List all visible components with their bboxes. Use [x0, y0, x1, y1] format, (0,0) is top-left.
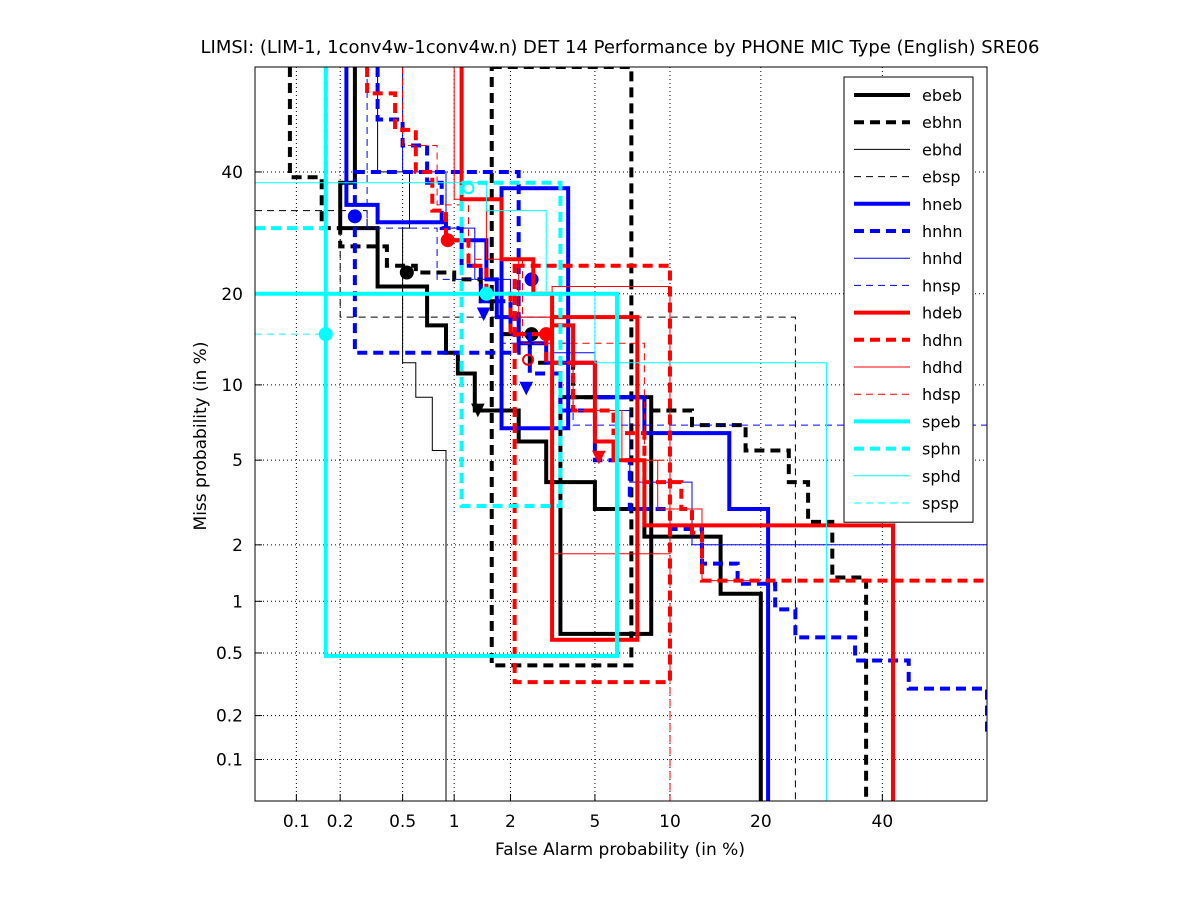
det-curve-hdhd: [453, 67, 761, 582]
act-dcf-marker-ebeb: [471, 403, 485, 418]
y-tick-label: 20: [221, 285, 243, 305]
y-tick-label: 0.1: [216, 751, 243, 771]
legend-label-hdhd: hdhd: [922, 358, 963, 377]
legend-label-hdeb: hdeb: [922, 304, 962, 323]
series-hdhd: [453, 67, 761, 582]
x-tick-label: 40: [872, 812, 894, 832]
y-tick-label: 5: [232, 451, 243, 471]
y-tick-label: 1: [232, 592, 243, 612]
min-dcf-marker-hdhn: [539, 327, 554, 342]
det-curve-sphd: [255, 182, 827, 801]
ci-box-hdhn: [512, 263, 672, 685]
x-tick-label: 0.5: [389, 812, 416, 832]
series-layer: [255, 67, 987, 801]
det-curve-ebeb: [338, 67, 763, 801]
legend-label-ebhd: ebhd: [922, 140, 962, 159]
det-curve-hnsp: [366, 67, 987, 426]
legend-label-spsp: spsp: [922, 494, 959, 513]
act-dcf-marker-hdeb: [592, 450, 606, 465]
series-hnsp: [366, 67, 987, 426]
x-tick-label: 0.2: [327, 812, 354, 832]
x-axis-label: False Alarm probability (in %): [495, 840, 745, 860]
min-dcf-marker-sphd: [462, 182, 475, 195]
min-dcf-marker-ebeb: [399, 265, 414, 280]
y-axis-label: Miss probability (in %): [191, 342, 211, 531]
ci-box-ebhn: [489, 67, 634, 668]
series-sphd: [255, 182, 827, 801]
y-tick-label: 0.2: [216, 707, 243, 727]
min-dcf-marker-hdhd: [522, 353, 535, 366]
legend-label-hdsp: hdsp: [922, 385, 961, 404]
legend-label-ebsp: ebsp: [922, 168, 961, 187]
x-tick-label: 0.1: [283, 812, 310, 832]
ci-box-speb: [323, 291, 619, 658]
legend-label-sphd: sphd: [922, 467, 961, 486]
legend-label-hneb: hneb: [922, 195, 962, 214]
x-tick-label: 10: [659, 812, 681, 832]
min-dcf-marker-speb: [479, 286, 494, 301]
legend-label-speb: speb: [922, 412, 961, 431]
legend-label-hdhn: hdhn: [922, 331, 963, 350]
legend-label-sphn: sphn: [922, 440, 961, 459]
legend-label-hnhn: hnhn: [922, 222, 963, 241]
y-tick-label: 0.5: [216, 644, 243, 664]
legend: ebeb ebhn ebhd ebsp hneb hnhn hnhd hnsp hdeb hdhn…: [843, 76, 974, 523]
y-tick-label: 40: [221, 163, 243, 183]
x-tick-label: 20: [750, 812, 772, 832]
act-dcf-marker-hnhn: [519, 381, 534, 396]
x-tick-label: 5: [590, 812, 601, 832]
chart-title: LIMSI: (LIM-1, 1conv4w-1conv4w.n) DET 14…: [200, 37, 1039, 58]
y-tick-label: 2: [232, 536, 243, 556]
det-curve-hdsp: [402, 67, 671, 801]
legend-label-ebeb: ebeb: [922, 86, 962, 105]
plot-frame: [254, 66, 988, 802]
legend-label-hnhd: hnhd: [922, 249, 963, 268]
x-tick-label: 1: [449, 812, 460, 832]
plot-area: 0.1 0.2 0.5 1 2 5 10 20 40 0.1 0.2 0.5 1 2 5 10 20 40: [216, 66, 988, 832]
legend-label-ebhn: ebhn: [922, 113, 962, 132]
y-tick-label: 10: [221, 376, 243, 396]
det-curve-ebsp: [255, 210, 796, 801]
ci-box-sphn: [459, 180, 563, 509]
x-tick-label: 2: [505, 812, 516, 832]
legend-label-hnsp: hnsp: [922, 276, 961, 295]
series-ebsp: [255, 210, 796, 801]
det-curve-sphn: [255, 67, 328, 231]
series-hdsp: [402, 67, 671, 801]
ci-box-hdhd: [551, 285, 671, 555]
act-dcf-marker-hneb: [476, 307, 491, 322]
